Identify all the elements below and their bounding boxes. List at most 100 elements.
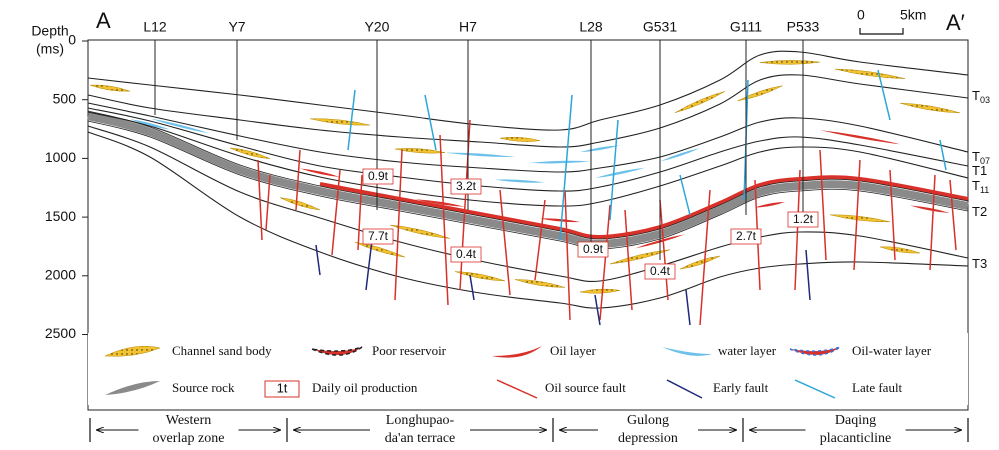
y-tick-label: 2500 [45,325,76,341]
horizon-line [87,131,969,309]
production-box [644,263,676,280]
production-box [577,241,609,258]
fault [331,169,341,256]
zone-label: Gulong [627,413,669,428]
y-tick-label: 1500 [45,208,76,224]
well-label: L28 [579,19,603,35]
production-label: 0.9t [583,242,604,256]
horizon-base: T [972,149,980,164]
channel-sand [389,224,451,239]
geology [87,50,969,326]
horizon-sub: 03 [980,95,990,105]
legend-label: Oil layer [550,343,597,358]
legend-icon [264,380,300,398]
water-layer [580,145,620,153]
fault [439,134,449,306]
horizon-base: T [972,88,980,103]
fault [365,239,373,291]
zone-bar: Western overlap zone Longhupao-da'an terra… [89,413,969,446]
fault [599,204,611,321]
well-label: Y20 [365,19,390,35]
oil-layer [300,168,340,177]
legend: Channel sand body Poor reservoir Oil layer… [104,343,932,399]
section-start: A [96,8,111,33]
fault [794,169,801,291]
channel-sand [514,279,566,288]
fault [805,249,811,301]
scale-start: 0 [857,7,865,23]
fault [469,274,475,301]
well-label: P533 [787,19,820,35]
fault [949,179,957,251]
oil-layer [415,199,465,207]
legend-label: Daily oil production [312,380,418,395]
horizon-sub: 07 [980,156,990,166]
section-end: A′ [946,10,965,35]
horizon-line [87,110,969,240]
axis-unit: (ms) [36,41,64,57]
production-box [362,168,394,185]
oil-layer [540,218,580,223]
channel-sand [674,91,726,113]
scale-bar: 0 5km [857,7,926,35]
channel-sand [829,214,891,223]
fault [819,149,827,261]
horizon-label: T1 [972,163,987,178]
y-tick-label: 500 [53,90,77,106]
channel-sand [354,242,406,258]
water-layer [150,118,210,134]
channel-sand [609,249,671,265]
horizon-base: T2 [972,204,987,219]
well-label: G111 [730,19,762,35]
fault [685,289,691,326]
horizon-line [87,107,969,192]
fault [679,174,691,216]
y-tick-label: 1000 [45,149,76,165]
channel-sand [454,271,506,282]
fault [357,174,363,251]
legend-label: Oil-water layer [852,343,932,358]
legend-icon [105,381,160,395]
annotations: L12 Y7 Y20 H7 L28 G531 G111 P533T03T07T1T11T2T3… [143,19,990,280]
fault [295,149,301,211]
legend-icon [662,347,712,356]
fault [265,174,271,231]
fault [394,149,403,301]
water-layer [130,119,170,130]
well-label: L12 [143,19,167,35]
horizon-line [87,74,969,148]
y-tick-label: 2000 [45,267,76,283]
legend-icon [794,379,836,399]
fault [699,189,711,326]
axis-title: Depth [31,23,68,39]
production-label: 3.2t [456,179,477,193]
channel-sand [309,118,371,126]
water-layer [495,179,545,183]
horizon-base: T1 [972,163,987,178]
legend-label: Source rock [172,380,235,395]
fault [559,94,573,241]
fault [594,294,601,326]
scale-end: 5km [900,7,926,23]
zone-label: Western [166,413,212,428]
fault [347,89,356,151]
channel-sand [89,84,131,92]
well-label: Y7 [228,19,245,35]
production-box [730,228,762,245]
production-label: 7.7t [368,229,389,243]
legend-icon [104,346,161,357]
channel-sand [394,148,446,154]
water-layer [660,148,700,162]
fault [939,139,947,171]
production-box [450,246,482,263]
production-box [450,178,482,195]
legend-label: Poor reservoir [372,343,447,358]
zone-label: depression [618,431,678,446]
production-box [787,211,819,228]
horizon-line [87,50,969,131]
fault [877,69,891,121]
horizon-base: T [972,178,980,193]
production-label: 0.4t [456,247,477,261]
zone-label: placanticline [820,431,892,446]
